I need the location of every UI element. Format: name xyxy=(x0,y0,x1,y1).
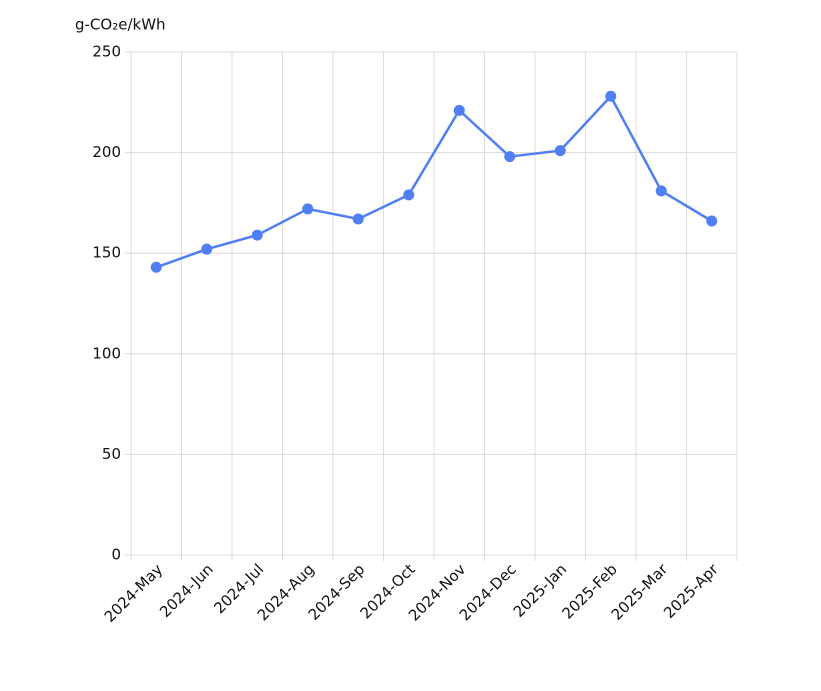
x-tick-label: 2025-Mar xyxy=(608,560,672,624)
data-point xyxy=(150,261,162,273)
y-axis-label: g-CO₂e/kWh xyxy=(75,16,166,34)
x-tick-label: 2024-Jun xyxy=(156,560,217,621)
data-point xyxy=(403,189,415,201)
y-tick-label: 50 xyxy=(102,445,121,463)
data-point xyxy=(605,90,617,102)
data-point xyxy=(201,243,213,255)
data-point xyxy=(655,185,667,197)
y-tick-label: 0 xyxy=(111,546,121,564)
data-point xyxy=(302,203,314,215)
data-point xyxy=(352,213,364,225)
y-tick-label: 250 xyxy=(92,43,121,61)
data-point xyxy=(554,145,566,157)
series-line xyxy=(155,94,713,269)
x-tick-label: 2025-Apr xyxy=(660,560,722,622)
y-tick-label: 150 xyxy=(92,244,121,262)
data-point xyxy=(453,104,465,116)
data-point xyxy=(706,215,718,227)
x-tick-label: 2024-May xyxy=(101,560,167,626)
data-point xyxy=(504,151,516,163)
data-point xyxy=(251,229,263,241)
y-tick-label: 200 xyxy=(92,143,121,161)
y-tick-label: 100 xyxy=(92,344,121,362)
